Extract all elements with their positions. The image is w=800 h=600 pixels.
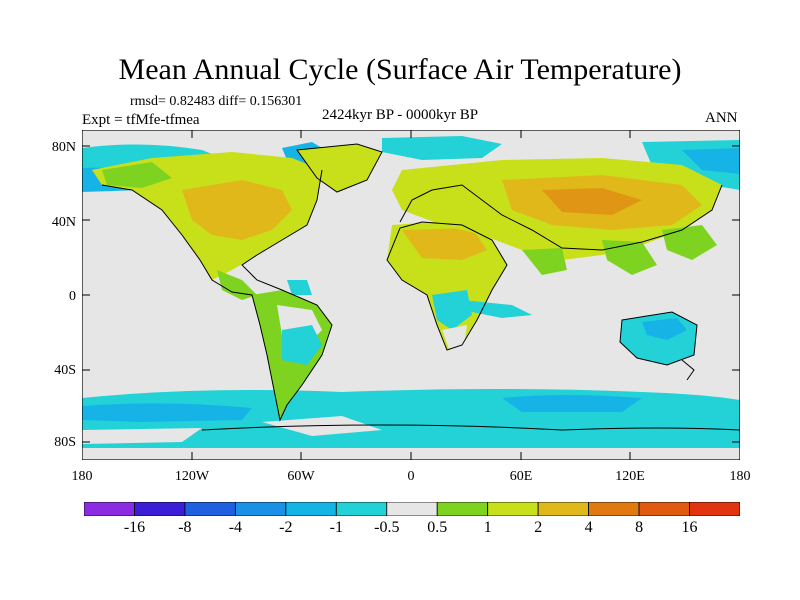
colorbar-swatch	[84, 502, 135, 516]
lon-label-180e: 180	[729, 469, 751, 484]
colorbar-label: 8	[635, 519, 644, 536]
colorbar-swatch	[588, 502, 640, 516]
colorbar-swatch	[386, 502, 438, 516]
lat-label-0: 0	[69, 289, 76, 304]
colorbar-swatch	[234, 502, 287, 516]
coastlines	[101, 143, 741, 431]
north-america	[92, 152, 322, 300]
colorbar-label: -16	[123, 519, 146, 536]
season-label: ANN	[705, 110, 738, 126]
south-america	[252, 280, 332, 420]
colorbar-label: 2	[534, 519, 543, 536]
australia	[620, 312, 697, 365]
experiment-label: Expt = tfMfe-tfmea	[82, 112, 200, 128]
colorbar-swatch	[436, 502, 489, 516]
lon-label-180w: 180	[71, 469, 93, 484]
colorbar-label: -8	[178, 519, 192, 536]
colorbar-label: 1	[483, 519, 492, 536]
colorbar-label: 16	[681, 519, 698, 536]
antarctic-anomaly	[82, 389, 740, 448]
eurasia	[392, 158, 722, 318]
colorbar-label: -4	[228, 519, 243, 536]
lat-label-80n: 80N	[51, 140, 76, 155]
colorbar-swatch	[689, 502, 740, 516]
lon-label-60w: 60W	[287, 469, 315, 484]
world-map	[81, 129, 741, 461]
stats-text: rmsd= 0.82483 diff= 0.156301	[130, 94, 303, 109]
colorbar-label: -0.5	[374, 519, 400, 536]
colorbar-swatch	[487, 502, 539, 516]
lon-label-120w: 120W	[174, 469, 210, 484]
greenland	[297, 144, 382, 192]
axis-ticks	[82, 130, 740, 460]
map-panel	[81, 129, 741, 461]
colorbar-label: 4	[584, 519, 593, 536]
lat-label-40s: 40S	[54, 363, 76, 378]
colorbar-swatch	[134, 502, 186, 516]
colorbar-label: 0.5	[427, 519, 448, 536]
lon-label-120e: 120E	[615, 469, 645, 484]
colorbar	[84, 502, 740, 516]
lon-label-60e: 60E	[509, 469, 533, 484]
colorbar-swatch	[638, 502, 690, 516]
lat-label-40n: 40N	[51, 215, 76, 230]
colorbar-label: -2	[279, 519, 293, 536]
colorbar-label: -1	[329, 519, 343, 536]
colorbar-swatch	[335, 502, 388, 516]
plot-title: Mean Annual Cycle (Surface Air Temperatu…	[118, 53, 682, 86]
lon-label-0: 0	[407, 469, 415, 484]
colorbar-swatch	[285, 502, 337, 516]
africa	[387, 220, 507, 352]
colorbar-swatch	[537, 502, 590, 516]
lat-label-80s: 80S	[54, 435, 76, 450]
period-label: 2424kyr BP - 0000kyr BP	[322, 107, 479, 123]
colorbar-swatch	[184, 502, 236, 516]
